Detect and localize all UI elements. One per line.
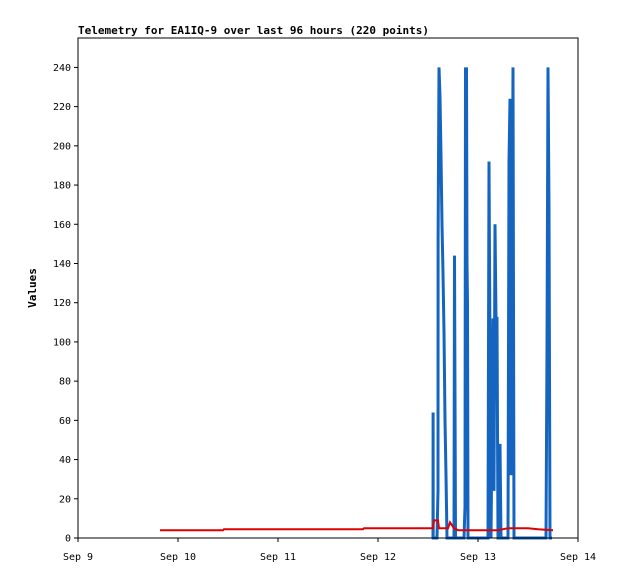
series-line-1 xyxy=(160,519,554,532)
y-tick-label: 100 xyxy=(53,337,71,348)
chart-title: Telemetry for EA1IQ-9 over last 96 hours… xyxy=(78,24,429,37)
x-tick-label: Sep 11 xyxy=(260,552,296,563)
y-tick-label: 180 xyxy=(53,181,71,192)
ticks-layer: 0 20 40 60 80 100 120 140 160 180 200 220 240 Sep 9 Se… xyxy=(53,63,596,563)
y-tick-label: 40 xyxy=(59,455,71,466)
series-layer xyxy=(160,67,554,540)
x-tick-label: Sep 14 xyxy=(560,552,596,563)
x-tick-label: Sep 13 xyxy=(460,552,496,563)
y-tick-label: 200 xyxy=(53,141,71,152)
y-tick-label: 240 xyxy=(53,63,71,74)
x-tick-label: Sep 9 xyxy=(63,552,93,563)
y-tick-label: 80 xyxy=(59,377,71,388)
y-tick-label: 160 xyxy=(53,220,71,231)
series-line-2 xyxy=(431,67,552,540)
x-tick-label: Sep 10 xyxy=(160,552,196,563)
y-axis-title: Values xyxy=(26,268,39,308)
x-tick-label: Sep 12 xyxy=(360,552,396,563)
y-tick-label: 220 xyxy=(53,102,71,113)
y-tick-label: 120 xyxy=(53,298,71,309)
y-tick-label: 140 xyxy=(53,259,71,270)
y-tick-label: 0 xyxy=(65,534,71,545)
y-tick-label: 60 xyxy=(59,416,71,427)
plot-area-frame xyxy=(77,37,579,539)
y-tick-label: 20 xyxy=(59,494,71,505)
